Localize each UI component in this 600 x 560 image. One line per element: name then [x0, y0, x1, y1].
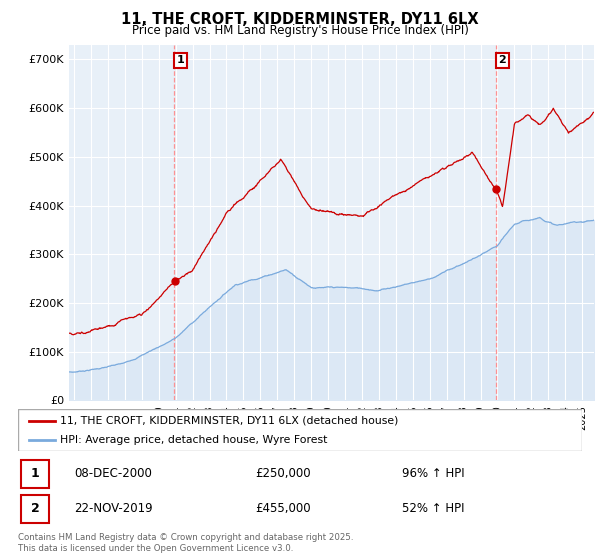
Text: 22-NOV-2019: 22-NOV-2019: [74, 502, 153, 515]
Text: HPI: Average price, detached house, Wyre Forest: HPI: Average price, detached house, Wyre…: [60, 435, 328, 445]
Text: 08-DEC-2000: 08-DEC-2000: [74, 468, 152, 480]
Text: £250,000: £250,000: [255, 468, 311, 480]
Text: 96% ↑ HPI: 96% ↑ HPI: [401, 468, 464, 480]
Text: 52% ↑ HPI: 52% ↑ HPI: [401, 502, 464, 515]
FancyBboxPatch shape: [21, 495, 49, 522]
FancyBboxPatch shape: [21, 460, 49, 488]
Text: 11, THE CROFT, KIDDERMINSTER, DY11 6LX (detached house): 11, THE CROFT, KIDDERMINSTER, DY11 6LX (…: [60, 416, 398, 426]
Text: 1: 1: [31, 468, 39, 480]
Text: 2: 2: [31, 502, 39, 515]
Text: £455,000: £455,000: [255, 502, 311, 515]
Text: Price paid vs. HM Land Registry's House Price Index (HPI): Price paid vs. HM Land Registry's House …: [131, 24, 469, 36]
Text: 11, THE CROFT, KIDDERMINSTER, DY11 6LX: 11, THE CROFT, KIDDERMINSTER, DY11 6LX: [121, 12, 479, 27]
Text: 1: 1: [177, 55, 185, 66]
Text: Contains HM Land Registry data © Crown copyright and database right 2025.
This d: Contains HM Land Registry data © Crown c…: [18, 533, 353, 553]
Text: 2: 2: [499, 55, 506, 66]
FancyBboxPatch shape: [18, 409, 582, 451]
